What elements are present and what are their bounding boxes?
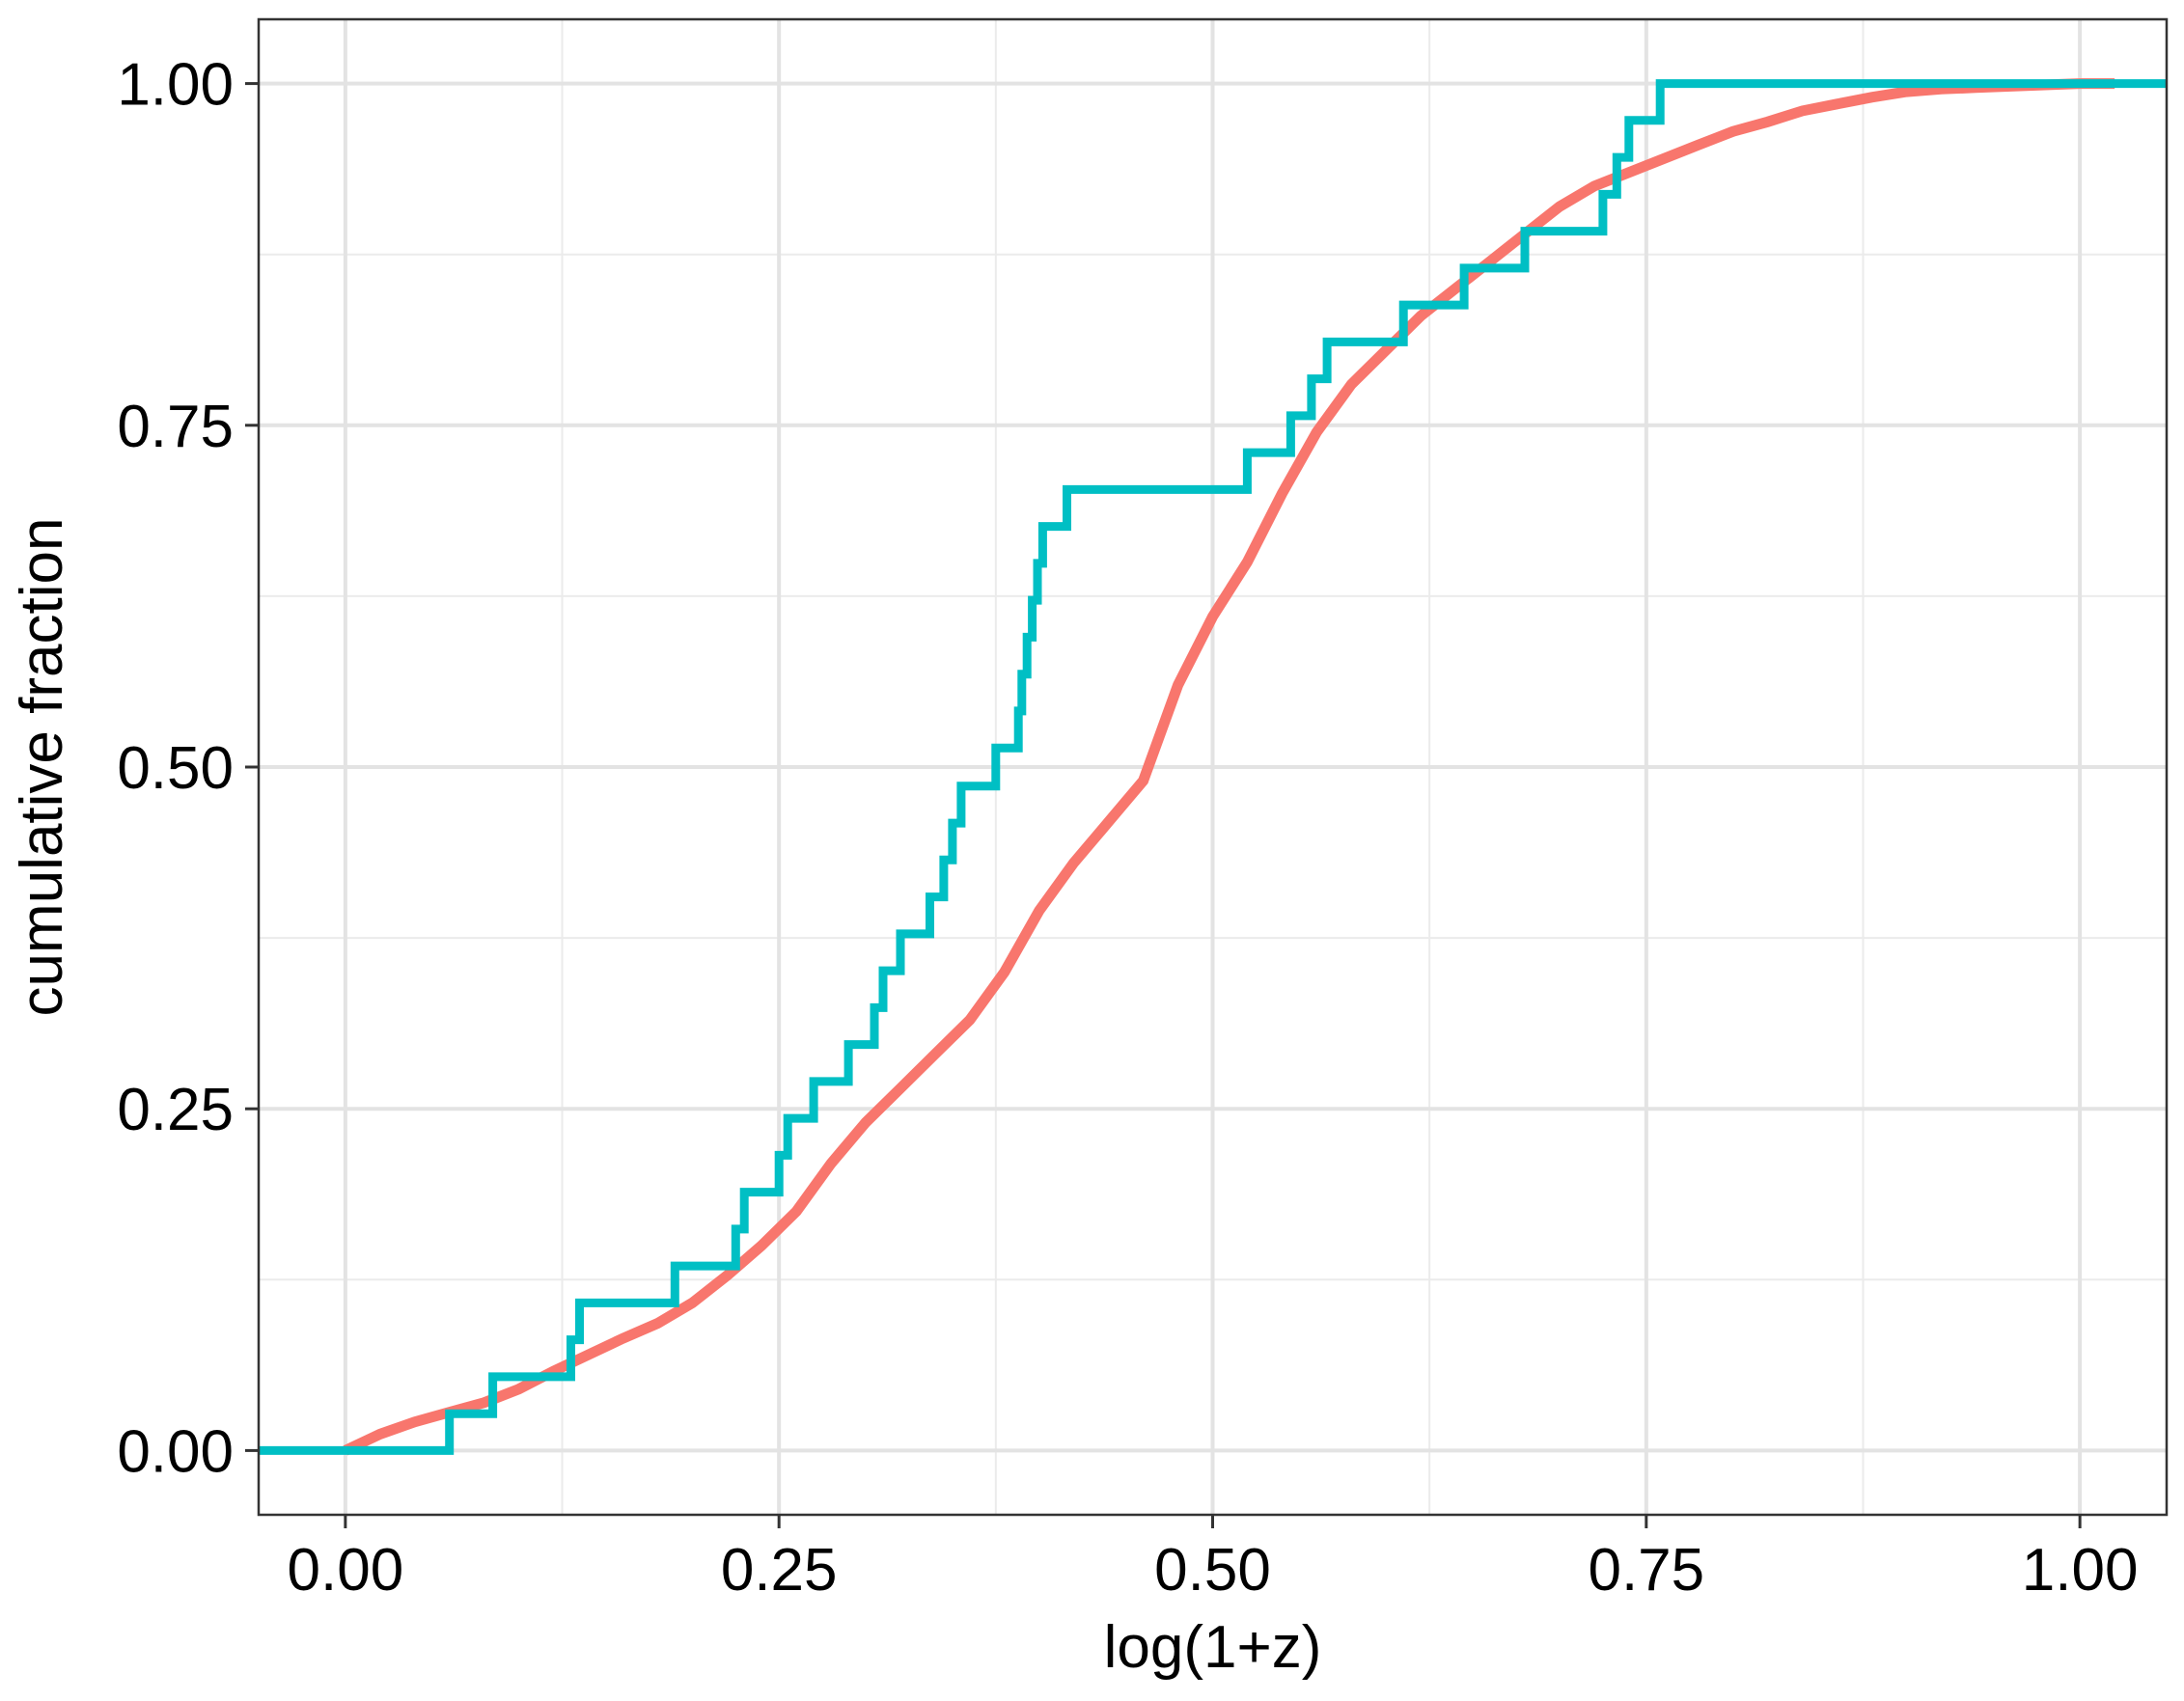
series-layer [259, 78, 2167, 1456]
y-tick-label: 0.25 [117, 1077, 234, 1143]
x-tick-label: 0.50 [1154, 1537, 1271, 1604]
x-axis-label: log(1+z) [1104, 1614, 1322, 1681]
y-axis-label: cumulative fraction [9, 518, 75, 1017]
x-tick-label: 0.25 [721, 1537, 838, 1604]
y-tick-label: 1.00 [117, 52, 234, 119]
x-tick-label: 0.75 [1588, 1537, 1704, 1604]
grid-major [259, 19, 2167, 1515]
y-tick-label: 0.75 [117, 394, 234, 460]
y-tick-label: 0.50 [117, 735, 234, 802]
series-line-1 [343, 78, 2115, 1456]
y-tick-label: 0.00 [117, 1418, 234, 1485]
y-axis-ticks: 0.00 0.25 0.50 0.75 1.00 [117, 52, 259, 1485]
x-tick-label: 0.00 [288, 1537, 404, 1604]
x-tick-label: 1.00 [2022, 1537, 2139, 1604]
series-line-2 [259, 79, 2167, 1455]
x-axis-ticks: 0.00 0.25 0.50 0.75 1.00 [288, 1515, 2139, 1604]
